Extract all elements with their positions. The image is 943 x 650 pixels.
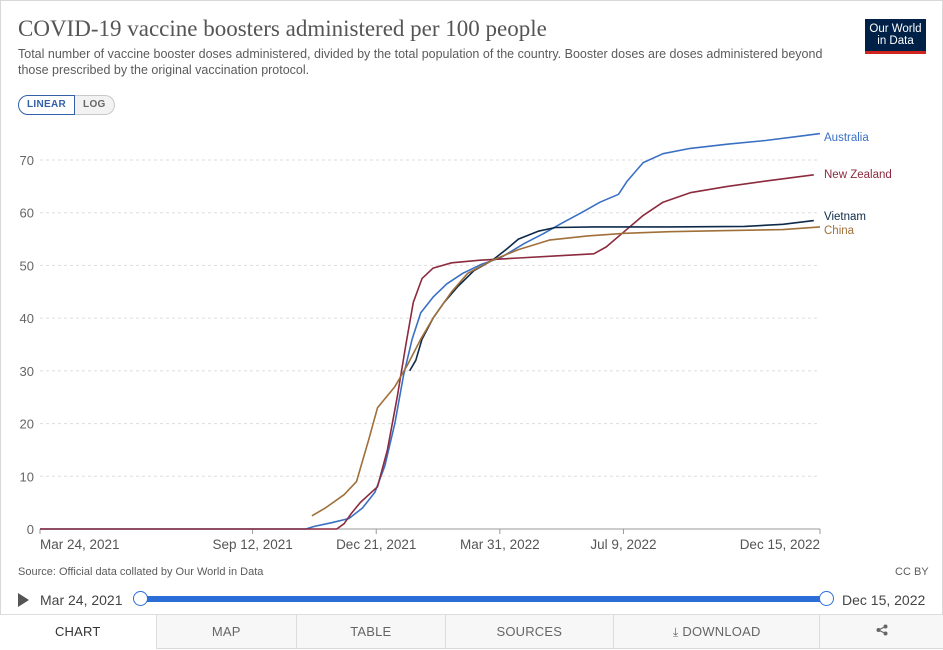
tab-bar: CHART MAP TABLE SOURCES ⤓ DOWNLOAD [0,614,943,650]
x-tick-label: Mar 31, 2022 [460,537,540,552]
timeline-end-label: Dec 15, 2022 [842,592,926,608]
share-icon [876,624,888,636]
chart-subtitle: Total number of vaccine booster doses ad… [18,47,823,77]
series-line-australia [40,132,821,530]
tab-download-label: DOWNLOAD [682,624,761,639]
tab-map[interactable]: MAP [156,615,298,648]
license-link[interactable]: CC BY [895,566,929,578]
owid-logo[interactable]: Our World in Data [865,19,926,54]
y-tick-label: 10 [20,469,34,484]
tab-table[interactable]: TABLE [297,615,446,648]
y-tick-label: 40 [20,311,34,326]
tab-chart[interactable]: CHART [0,615,157,650]
play-icon[interactable] [18,593,29,607]
series-label-australia: Australia [824,132,869,144]
x-tick-label: Jul 9, 2022 [590,537,656,552]
x-tick-label: Dec 15, 2022 [740,537,820,552]
x-tick-label: Mar 24, 2021 [40,537,120,552]
series-label-new-zealand: New Zealand [824,169,892,181]
logo-line-1: Our World [869,23,922,35]
timeline: Mar 24, 2021 Dec 15, 2022 [18,590,928,610]
log-scale-button[interactable]: LOG [75,95,115,115]
y-tick-label: 50 [20,258,34,273]
chart-title: COVID-19 vaccine boosters administered p… [18,16,547,41]
y-tick-label: 60 [20,206,34,221]
y-tick-label: 0 [27,522,34,537]
linear-scale-button[interactable]: LINEAR [18,95,76,115]
series-label-vietnam: Vietnam [824,211,866,223]
timeline-track[interactable] [140,596,826,602]
tab-share[interactable] [820,615,943,648]
series-line-new-zealand [40,174,814,530]
scale-toggle: LINEAR LOG [18,95,115,115]
line-chart: 0 10 20 30 40 50 60 70 Mar 24, 2021 Sep 12, 2021 D… [20,132,892,552]
series-line-china [311,226,821,517]
timeline-start-label: Mar 24, 2021 [40,592,123,608]
x-tick-label: Sep 12, 2021 [212,537,292,552]
y-tick-label: 70 [20,153,34,168]
x-tick-label: Dec 21, 2021 [336,537,416,552]
y-tick-label: 20 [20,417,34,432]
series-label-china: China [824,225,855,237]
tab-sources[interactable]: SOURCES [445,615,615,648]
timeline-end-handle[interactable] [819,591,834,606]
download-icon: ⤓ [672,625,679,639]
timeline-start-handle[interactable] [133,591,148,606]
y-tick-label: 30 [20,364,34,379]
source-note[interactable]: Source: Official data collated by Our Wo… [18,566,264,578]
logo-line-2: in Data [877,35,914,47]
tab-download[interactable]: ⤓ DOWNLOAD [614,615,821,648]
